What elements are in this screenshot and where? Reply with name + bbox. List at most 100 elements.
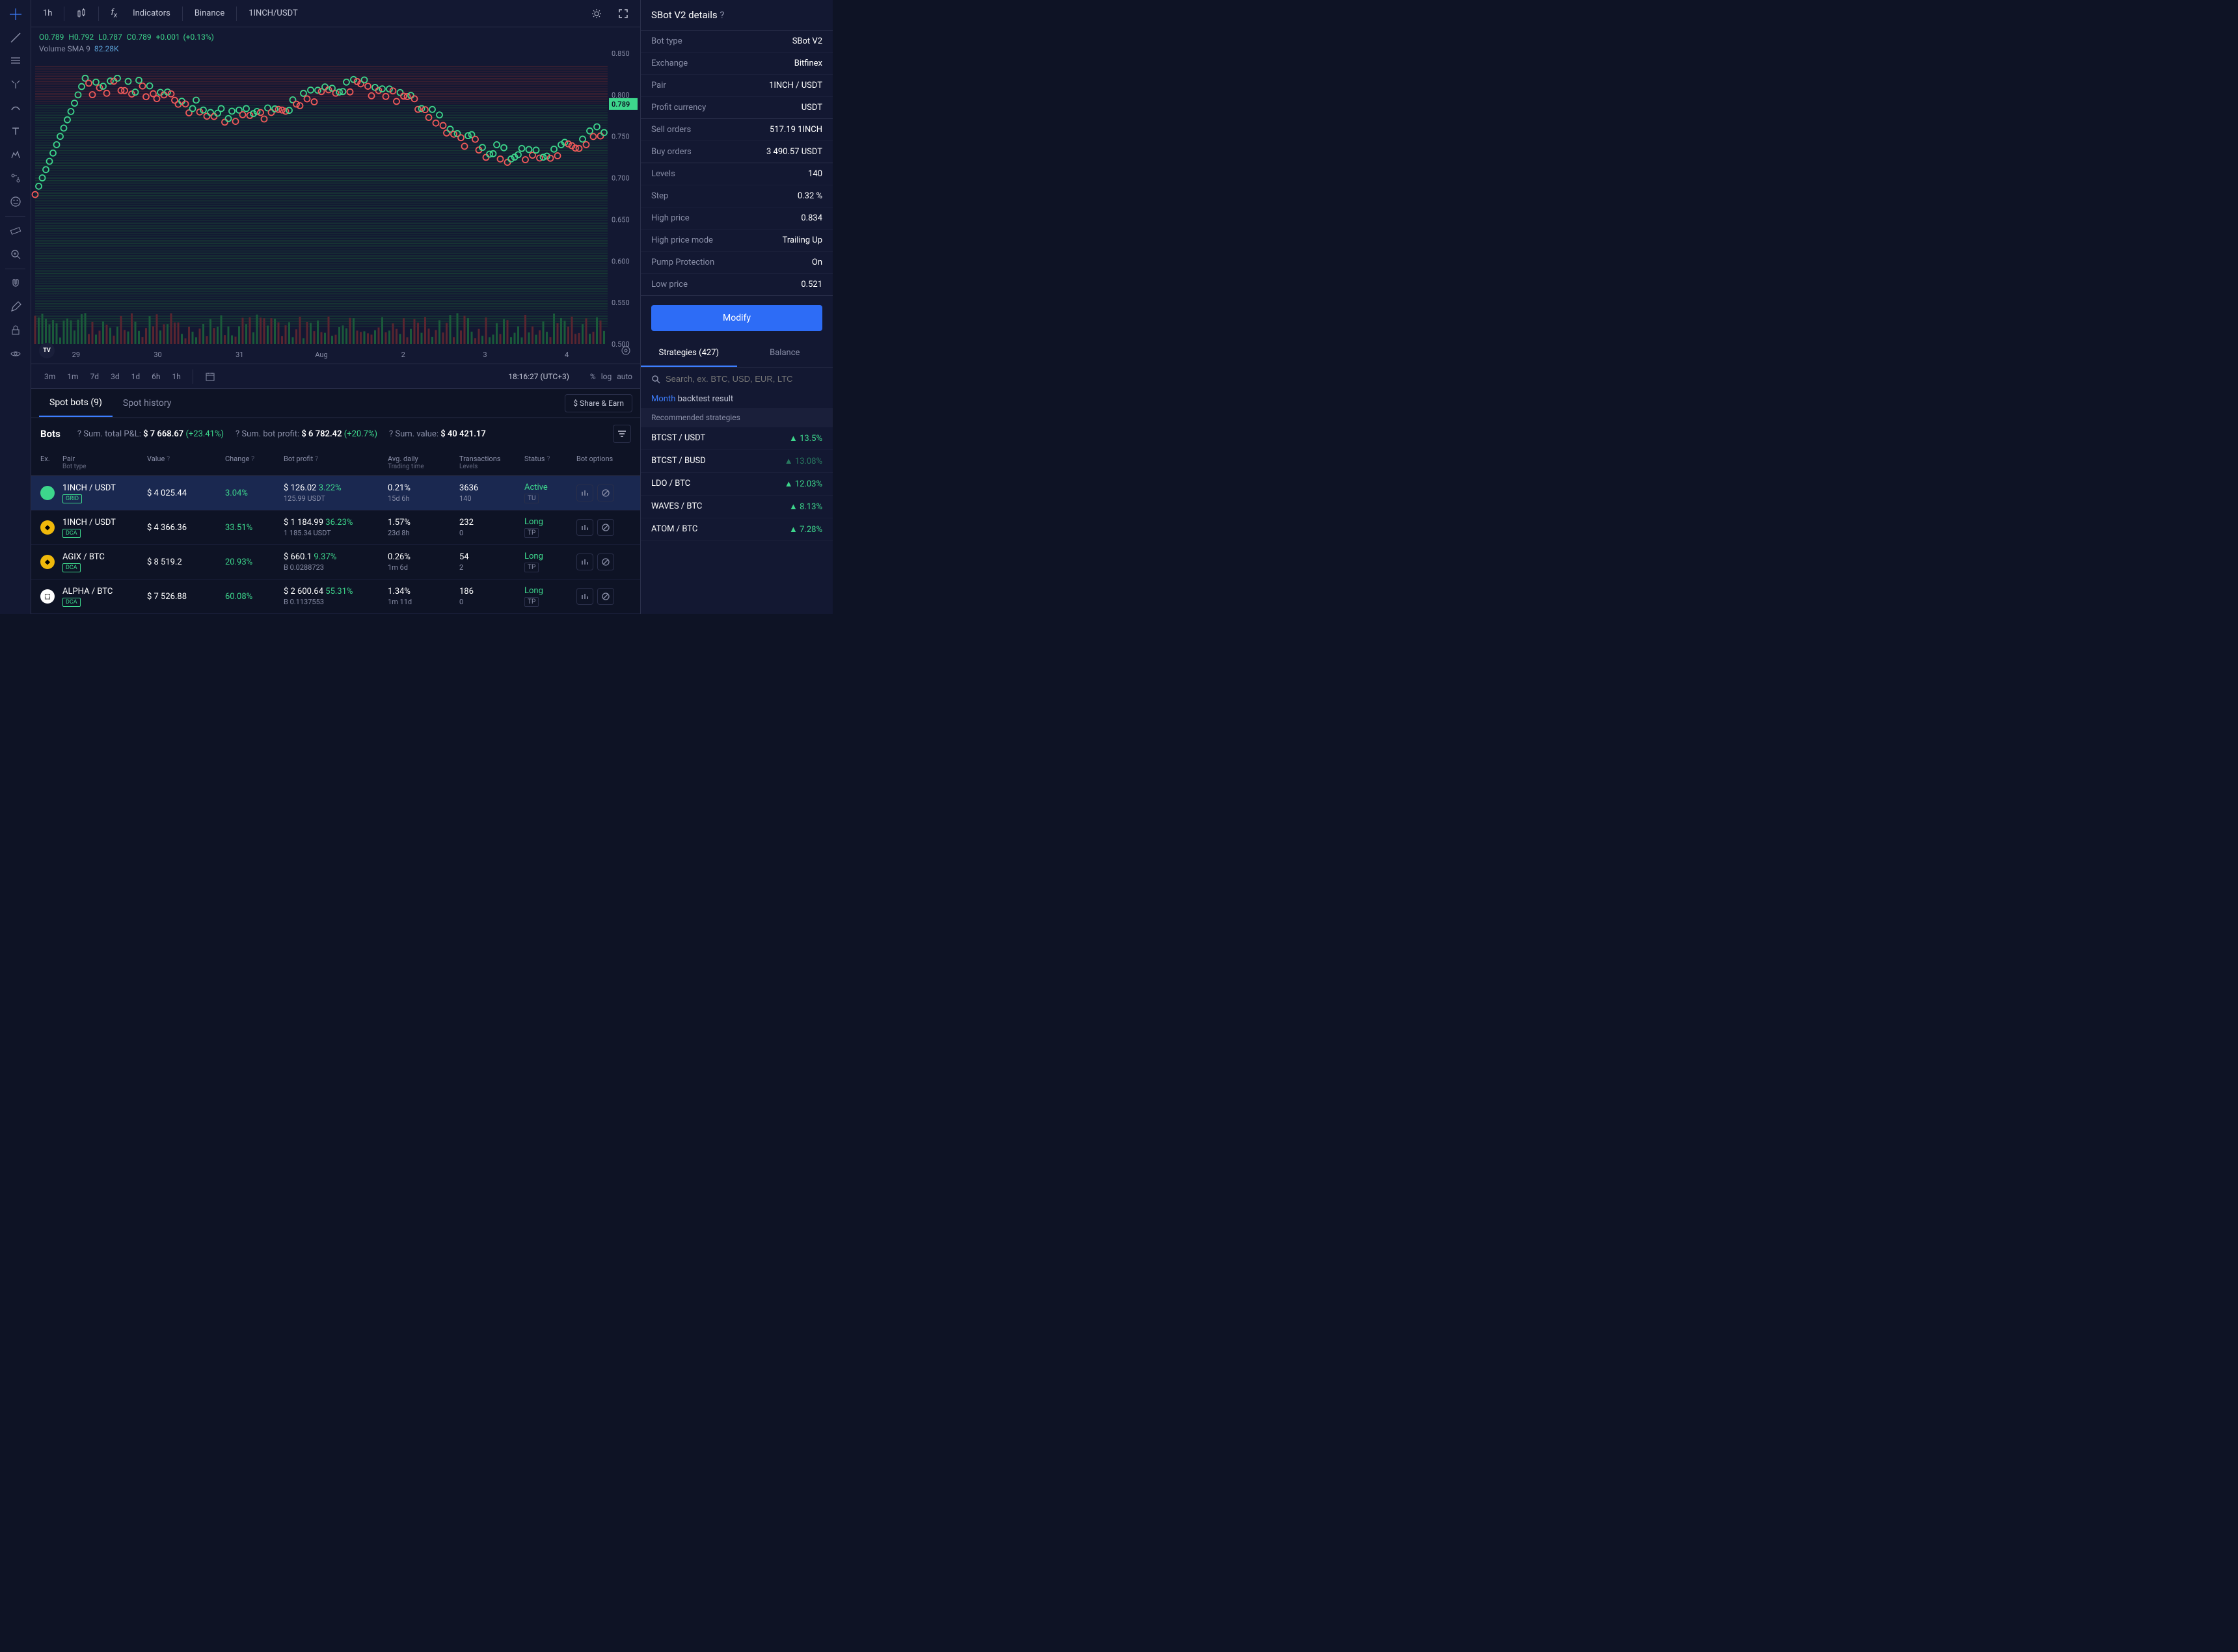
stop-icon[interactable] <box>597 485 614 501</box>
stop-icon[interactable] <box>597 519 614 536</box>
chart-icon[interactable] <box>576 553 593 570</box>
svg-text:29: 29 <box>72 351 80 359</box>
svg-text:0.500: 0.500 <box>612 340 630 349</box>
emoji-icon[interactable] <box>0 190 31 213</box>
time-range-bar: 3m1m7d3d1d6h1h 18:16:27 (UTC+3) % logauto <box>31 364 640 388</box>
timerange-7d[interactable]: 7d <box>85 369 105 384</box>
fx-icon[interactable]: fx <box>104 4 124 23</box>
timerange-1d[interactable]: 1d <box>126 369 146 384</box>
detail-row: High price0.834 <box>641 207 833 230</box>
timerange-3m[interactable]: 3m <box>39 369 61 384</box>
filter-icon[interactable] <box>613 425 631 443</box>
ohlc-readout: O0.789 H0.792 L0.787 C0.789 +0.001 (+0.1… <box>39 33 217 53</box>
svg-text:0.789: 0.789 <box>612 100 630 109</box>
tab-spot-bots[interactable]: Spot bots (9) <box>39 390 113 417</box>
detail-row: Pump ProtectionOn <box>641 252 833 274</box>
pair-label[interactable]: 1INCH/USDT <box>242 5 304 22</box>
detail-row: Sell orders517.19 1INCH <box>641 119 833 141</box>
timerange-3d[interactable]: 3d <box>105 369 125 384</box>
stop-icon[interactable] <box>597 588 614 605</box>
eye-icon[interactable] <box>0 342 31 366</box>
share-earn-button[interactable]: $ Share & Earn <box>565 394 632 412</box>
detail-row: ExchangeBitfinex <box>641 53 833 75</box>
timerange-6h[interactable]: 6h <box>146 369 165 384</box>
detail-row: Step0.32 % <box>641 185 833 207</box>
candles-icon[interactable] <box>70 5 93 23</box>
crosshair-icon[interactable] <box>0 3 31 26</box>
svg-text:0.650: 0.650 <box>612 215 630 224</box>
bot-row[interactable]: ⬚ALPHA / BTCDCA$ 7 526.8860.08%$ 2 600.6… <box>31 580 640 614</box>
text-icon[interactable] <box>0 120 31 143</box>
pitchfork-icon[interactable] <box>0 73 31 96</box>
lock-icon[interactable] <box>0 319 31 342</box>
tab-strategies[interactable]: Strategies (427) <box>641 340 737 367</box>
detail-row: Pair1INCH / USDT <box>641 75 833 97</box>
brush-icon[interactable] <box>0 96 31 120</box>
details-panel: SBot V2 details ? Bot typeSBot V2Exchang… <box>640 0 833 614</box>
svg-text:4: 4 <box>565 351 569 359</box>
chart-icon[interactable] <box>576 485 593 501</box>
strategy-row[interactable]: ATOM / BTC▲ 7.28% <box>641 518 833 541</box>
ruler-icon[interactable] <box>0 219 31 243</box>
goto-date-icon[interactable] <box>200 369 221 384</box>
detail-row: Low price0.521 <box>641 274 833 295</box>
svg-text:31: 31 <box>236 351 243 359</box>
strategy-search-input[interactable] <box>666 374 822 384</box>
modify-button[interactable]: Modify <box>651 305 822 331</box>
axis-opt-%[interactable]: % <box>590 372 596 381</box>
svg-text:2: 2 <box>401 351 405 359</box>
chart-icon[interactable] <box>576 519 593 536</box>
recommended-header: Recommended strategies <box>641 408 833 427</box>
chart-toolbar: 1h fx Indicators Binance 1INCH/USDT <box>31 0 640 27</box>
fullscreen-icon[interactable] <box>612 5 635 23</box>
interval-button[interactable]: 1h <box>36 5 59 22</box>
magnet-icon[interactable] <box>0 272 31 295</box>
strategy-row[interactable]: LDO / BTC▲ 12.03% <box>641 473 833 496</box>
bot-row[interactable]: ◆AGIX / BTCDCA$ 8 519.220.93%$ 660.1 9.3… <box>31 545 640 580</box>
detail-row: High price modeTrailing Up <box>641 230 833 252</box>
clock-label: 18:16:27 (UTC+3) <box>508 372 569 381</box>
position-icon[interactable] <box>0 167 31 190</box>
settings-icon[interactable] <box>584 4 609 23</box>
zoom-icon[interactable] <box>0 243 31 266</box>
svg-text:0.750: 0.750 <box>612 133 630 141</box>
strategies-tabs: Strategies (427) Balance <box>641 340 833 367</box>
exchange-label[interactable]: Binance <box>188 5 231 22</box>
svg-text:0.600: 0.600 <box>612 257 630 265</box>
bot-row[interactable]: 1INCH / USDTGRID$ 4 025.443.04%$ 126.02 … <box>31 476 640 511</box>
edit-icon[interactable] <box>0 295 31 319</box>
bot-row[interactable]: ◆1INCH / USDTDCA$ 4 366.3633.51%$ 1 184.… <box>31 511 640 545</box>
strategy-row[interactable]: BTCST / BUSD▲ 13.08% <box>641 450 833 473</box>
tradingview-logo-icon: TV <box>39 343 55 358</box>
indicators-button[interactable]: Indicators <box>126 5 177 22</box>
stop-icon[interactable] <box>597 553 614 570</box>
detail-row: Bot typeSBot V2 <box>641 31 833 53</box>
svg-text:0.550: 0.550 <box>612 299 630 307</box>
trendline-icon[interactable] <box>0 26 31 49</box>
bots-summary: Bots ? Sum. total P&L: $ 7 668.67 (+23.4… <box>31 418 640 449</box>
svg-text:3: 3 <box>483 351 487 359</box>
fib-icon[interactable] <box>0 49 31 73</box>
bots-table-header: Ex. PairBot type Value ? Change ? Bot pr… <box>31 449 640 476</box>
pattern-icon[interactable] <box>0 143 31 167</box>
timerange-1h[interactable]: 1h <box>167 369 185 384</box>
strategy-row[interactable]: BTCST / USDT▲ 13.5% <box>641 427 833 450</box>
price-chart[interactable]: O0.789 H0.792 L0.787 C0.789 +0.001 (+0.1… <box>31 27 640 364</box>
axis-opt-auto[interactable]: auto <box>617 372 632 381</box>
drawing-toolbar <box>0 0 31 614</box>
svg-text:0.850: 0.850 <box>612 49 630 58</box>
chart-icon[interactable] <box>576 588 593 605</box>
detail-row: Levels140 <box>641 163 833 185</box>
tab-spot-history[interactable]: Spot history <box>113 390 182 416</box>
svg-text:Aug: Aug <box>315 351 327 359</box>
strategy-row[interactable]: WAVES / BTC▲ 8.13% <box>641 496 833 518</box>
bots-tabs: Spot bots (9) Spot history $ Share & Ear… <box>31 388 640 418</box>
timerange-1m[interactable]: 1m <box>62 369 83 384</box>
axis-opt-log[interactable]: log <box>601 372 612 381</box>
detail-row: Profit currencyUSDT <box>641 97 833 118</box>
tab-balance[interactable]: Balance <box>737 340 833 367</box>
details-title: SBot V2 details ? <box>641 0 833 31</box>
svg-text:30: 30 <box>154 351 161 359</box>
backtest-title: Month backtest result <box>641 390 833 408</box>
search-icon <box>651 375 660 384</box>
